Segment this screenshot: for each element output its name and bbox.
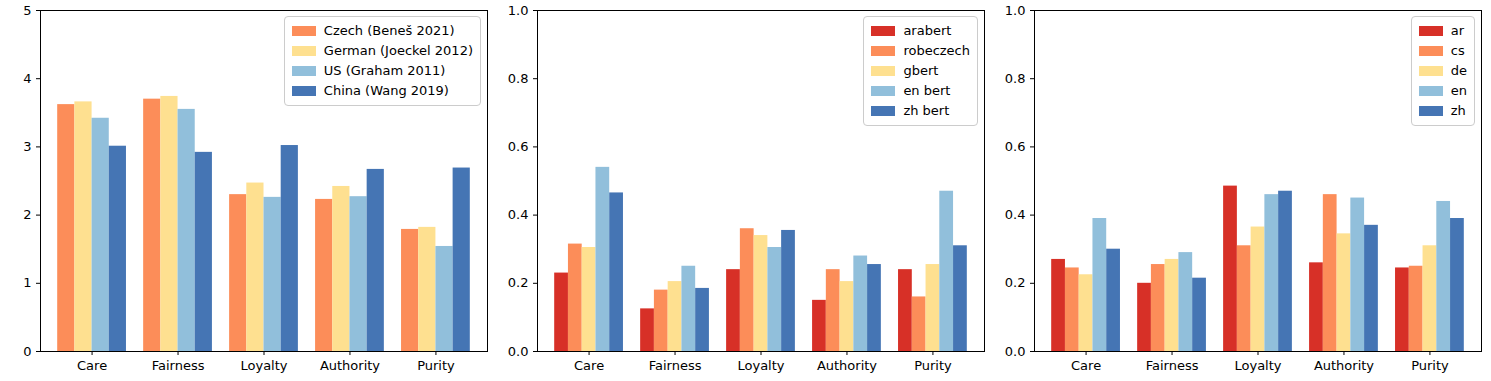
svg-text:0.4: 0.4 [508,207,529,222]
html-text:ar: ar [1450,23,1465,38]
svg-text:2: 2 [23,207,31,222]
svg-text:0.6: 0.6 [1005,139,1026,154]
svg-text:Fairness: Fairness [152,358,205,373]
svg-text:Fairness: Fairness [1146,358,1199,373]
svg-text:1.0: 1.0 [1005,3,1026,18]
html-text:de: de [1450,63,1467,78]
svg-text:Care: Care [1071,358,1101,373]
svg-text:0.2: 0.2 [508,275,529,290]
svg-text:4: 4 [23,71,31,86]
html-text:en bert: en bert [903,83,951,98]
html-text:zh: zh [1450,103,1466,118]
svg-text:Loyalty: Loyalty [1234,358,1281,373]
svg-text:Purity: Purity [417,358,455,373]
svg-text:0.6: 0.6 [508,139,529,154]
html-text:arabert: arabert [903,23,952,38]
svg-text:Authority: Authority [320,358,380,373]
html-text:zh bert: zh bert [903,103,950,118]
svg-text:3: 3 [23,139,31,154]
svg-text:Authority: Authority [1314,358,1374,373]
svg-text:0.2: 0.2 [1005,275,1026,290]
svg-text:0.0: 0.0 [508,344,529,359]
svg-text:5: 5 [23,3,31,18]
html-text:en: en [1450,83,1467,98]
html-text:gbert: gbert [903,63,939,78]
svg-text:0: 0 [23,344,31,359]
svg-text:Purity: Purity [914,358,952,373]
html-text:cs: cs [1450,43,1465,58]
html-text:China (Wang 2019): China (Wang 2019) [323,83,449,98]
svg-text:1.0: 1.0 [508,3,529,18]
svg-text:0.4: 0.4 [1005,207,1026,222]
svg-text:Authority: Authority [817,358,877,373]
svg-text:0.8: 0.8 [508,71,529,86]
html-text:US (Graham 2011): US (Graham 2011) [323,63,446,78]
svg-text:Care: Care [574,358,604,373]
svg-text:1: 1 [23,275,31,290]
svg-text:Purity: Purity [1411,358,1449,373]
html-text:robeczech: robeczech [903,43,970,58]
svg-text:Loyalty: Loyalty [240,358,287,373]
html-text:Czech (Beneš 2021): Czech (Beneš 2021) [323,23,455,38]
svg-text:Fairness: Fairness [649,358,702,373]
svg-text:Care: Care [77,358,107,373]
html-text:German (Joeckel 2012): German (Joeckel 2012) [323,43,473,58]
svg-text:Loyalty: Loyalty [737,358,784,373]
svg-text:0.0: 0.0 [1005,344,1026,359]
svg-text:0.8: 0.8 [1005,71,1026,86]
